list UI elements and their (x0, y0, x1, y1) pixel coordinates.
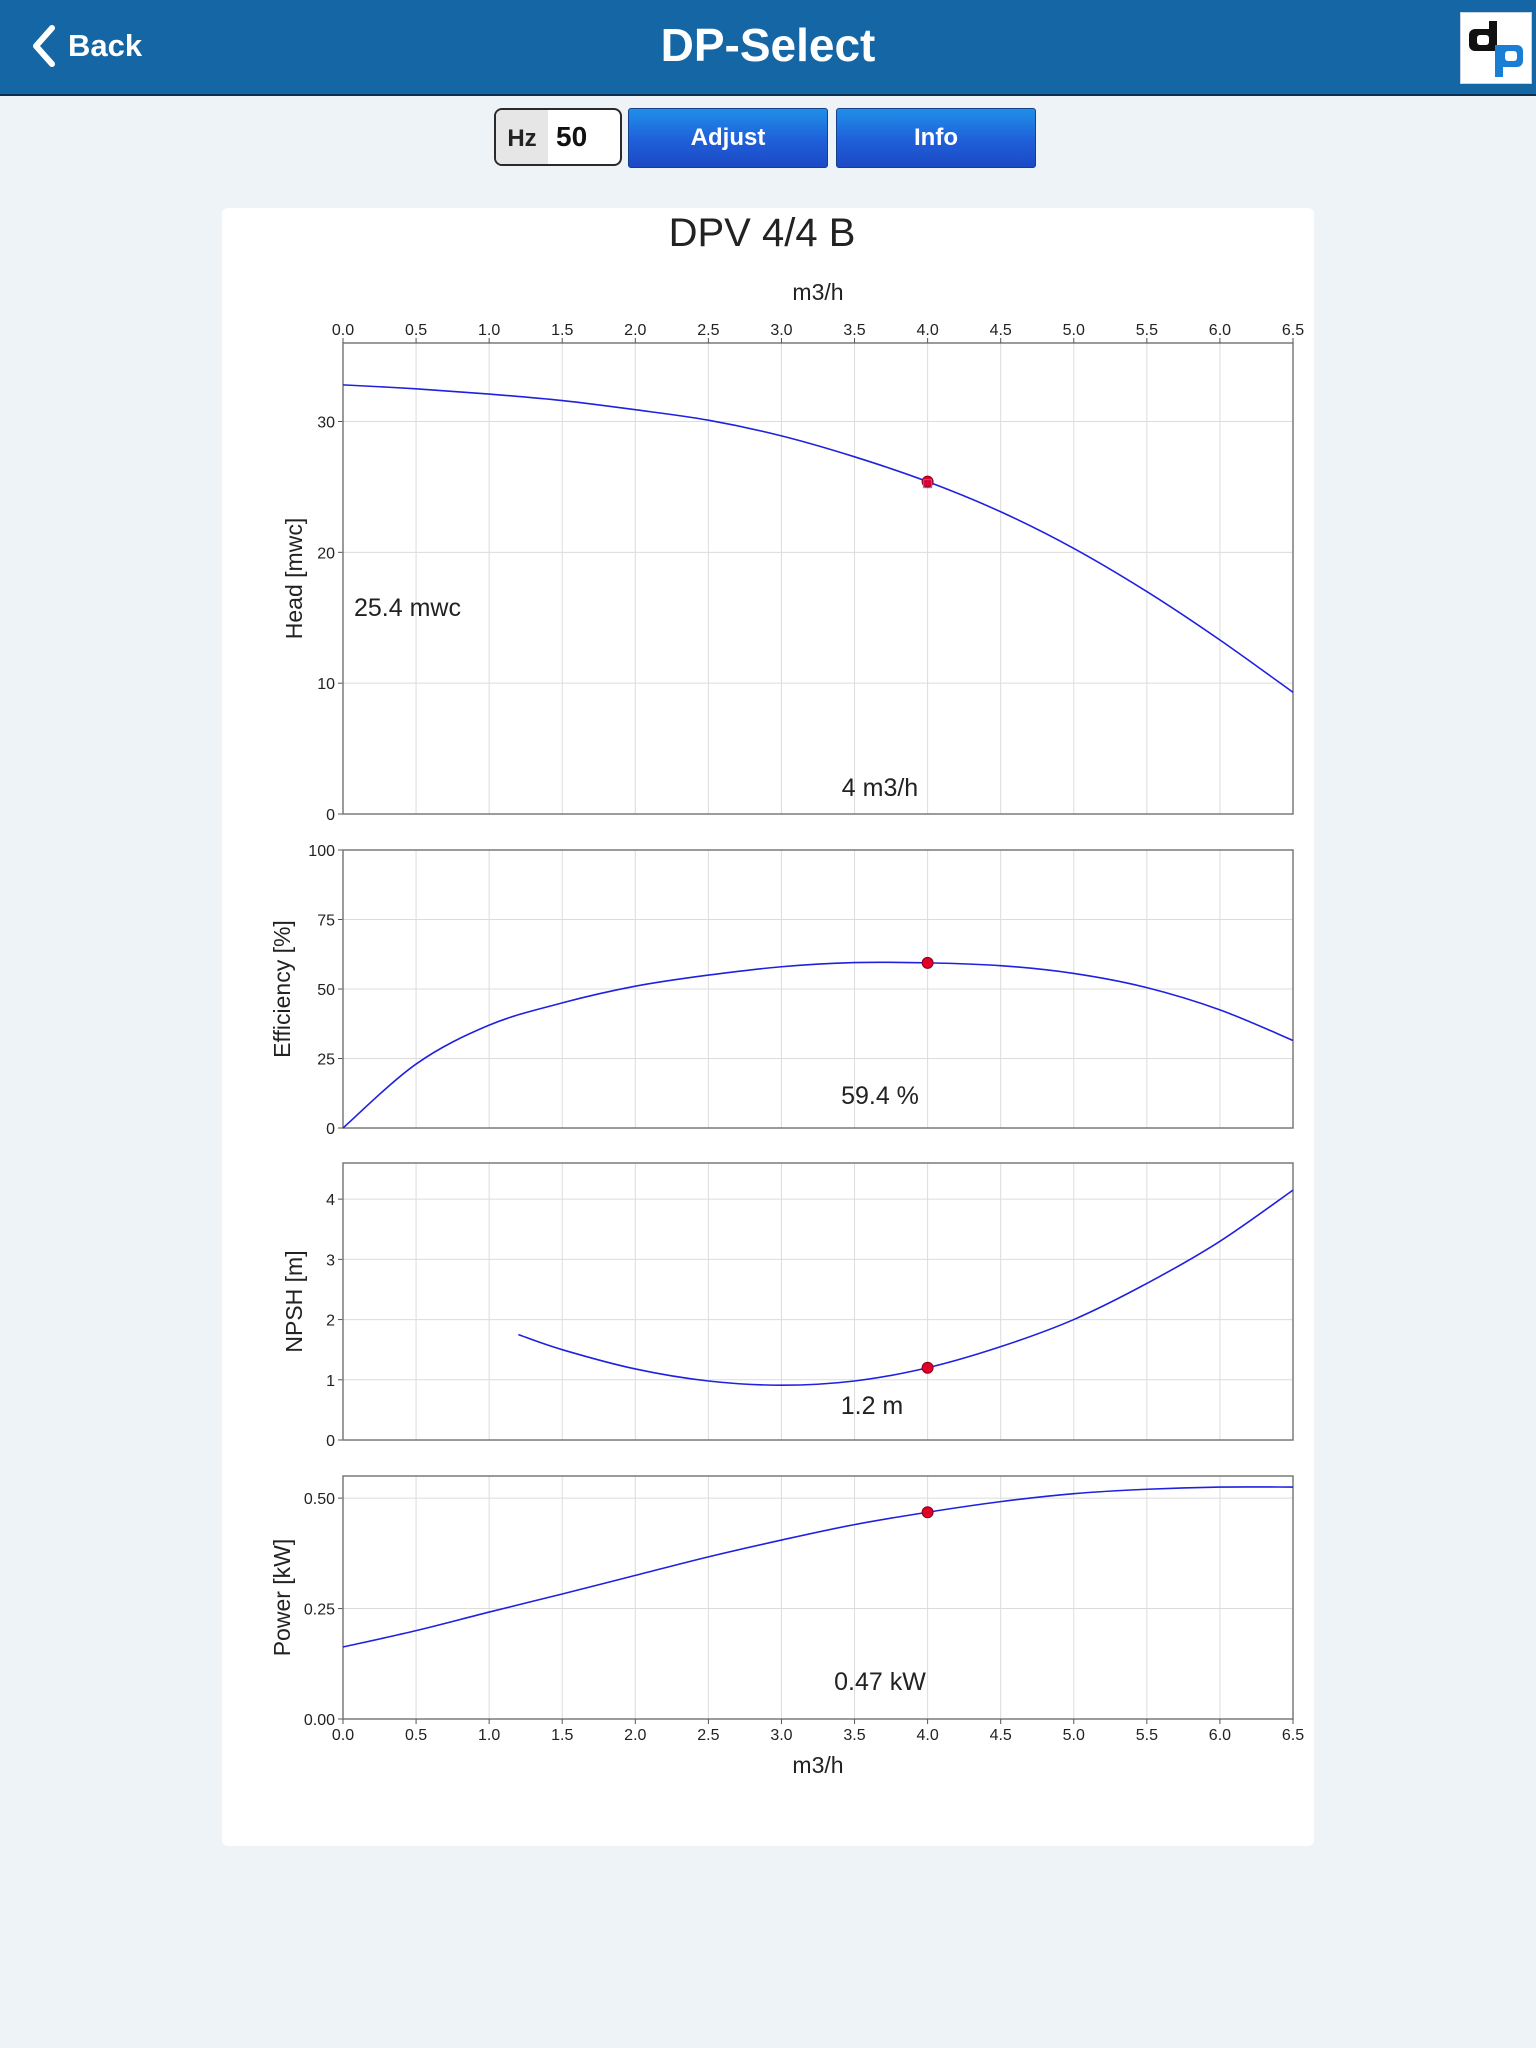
page-title: DP-Select (660, 19, 876, 71)
series-line (342, 961, 1294, 1129)
x-tick-label-bottom: 5.5 (1136, 1727, 1158, 1744)
x-tick-label-top: 4.0 (916, 322, 938, 339)
x-tick-label-top: 2.5 (697, 322, 719, 339)
x-tick-label-top: 5.0 (1063, 322, 1085, 339)
y-tick-label: 3 (326, 1252, 335, 1269)
x-tick-label-bottom: 6.0 (1209, 1727, 1231, 1744)
x-axis-label-top: m3/h (792, 279, 843, 305)
hz-unit-label: Hz (496, 110, 548, 164)
y-tick-label: 100 (308, 843, 335, 860)
duty-point-marker (923, 479, 933, 489)
readout-label: 59.4 % (841, 1082, 919, 1110)
x-tick-label-top: 4.5 (990, 322, 1012, 339)
y-tick-label: 0 (326, 1121, 335, 1138)
y-tick-label: 25 (317, 1052, 335, 1069)
x-tick-label-bottom: 0.0 (332, 1727, 354, 1744)
toolbar: Hz 50 Adjust Info (0, 108, 1536, 168)
series-line (342, 1486, 1294, 1648)
x-tick-label-bottom: 1.5 (551, 1727, 573, 1744)
y-tick-label: 2 (326, 1313, 335, 1330)
frequency-selector[interactable]: Hz 50 (494, 108, 622, 166)
y-tick-label: 0.50 (304, 1491, 335, 1508)
plot-frame (342, 1162, 1294, 1441)
x-tick-label-top: 3.5 (843, 322, 865, 339)
readout-label: 1.2 m (841, 1392, 904, 1420)
y-axis-label: Power [kW] (269, 1539, 295, 1657)
readout-label: 25.4 mwc (354, 594, 461, 622)
adjust-button[interactable]: Adjust (628, 108, 828, 168)
dp-logo (1460, 12, 1532, 84)
x-tick-label-bottom: 6.5 (1282, 1727, 1304, 1744)
x-tick-label-top: 6.0 (1209, 322, 1231, 339)
back-button[interactable]: Back (28, 20, 142, 72)
back-label: Back (68, 28, 143, 63)
info-button[interactable]: Info (836, 108, 1036, 168)
x-tick-label-top: 3.0 (770, 322, 792, 339)
x-tick-label-bottom: 5.0 (1063, 1727, 1085, 1744)
x-tick-label-bottom: 4.0 (916, 1727, 938, 1744)
readout-label: 4 m3/h (842, 774, 918, 802)
readout-label: 0.47 kW (834, 1668, 926, 1696)
operating-point (921, 956, 934, 969)
y-tick-label: 20 (317, 545, 335, 562)
x-tick-label-bottom: 3.0 (770, 1727, 792, 1744)
x-tick-label-top: 6.5 (1282, 322, 1304, 339)
y-tick-label: 0 (326, 1433, 335, 1450)
y-tick-label: 0.00 (304, 1712, 335, 1729)
x-tick-label-bottom: 4.5 (990, 1727, 1012, 1744)
x-tick-label-top: 1.0 (478, 322, 500, 339)
chart-title: DPV 4/4 B (669, 211, 856, 255)
y-tick-label: 0 (326, 807, 335, 824)
chevron-left-icon (33, 25, 55, 67)
x-tick-label-top: 5.5 (1136, 322, 1158, 339)
hz-value: 50 (556, 121, 588, 152)
y-tick-label: 10 (317, 676, 335, 693)
operating-point (921, 1506, 934, 1519)
y-tick-label: 4 (326, 1192, 335, 1209)
x-tick-label-top: 1.5 (551, 322, 573, 339)
x-tick-label-bottom: 1.0 (478, 1727, 500, 1744)
x-tick-label-bottom: 2.0 (624, 1727, 646, 1744)
x-tick-label-bottom: 0.5 (405, 1727, 427, 1744)
plot-frame (342, 1475, 1294, 1720)
operating-point (921, 1361, 934, 1374)
y-tick-label: 75 (317, 913, 335, 930)
x-tick-label-top: 2.0 (624, 322, 646, 339)
plot-frame (342, 849, 1294, 1129)
y-tick-label: 1 (326, 1373, 335, 1390)
header-bar: Back DP-Select (0, 0, 1536, 96)
x-tick-label-bottom: 3.5 (843, 1727, 865, 1744)
y-tick-label: 30 (317, 415, 335, 432)
series-line (518, 1189, 1294, 1387)
series-line (342, 384, 1294, 693)
x-tick-label-top: 0.5 (405, 322, 427, 339)
y-tick-label: 50 (317, 982, 335, 999)
x-tick-label-top: 0.0 (332, 322, 354, 339)
x-axis-label-bottom: m3/h (792, 1752, 843, 1778)
y-tick-label: 0.25 (304, 1602, 335, 1619)
y-axis-label: Head [mwc] (281, 518, 307, 639)
y-axis-label: NPSH [m] (281, 1250, 307, 1352)
plot-frame (342, 342, 1294, 815)
y-axis-label: Efficiency [%] (269, 920, 295, 1058)
x-tick-label-bottom: 2.5 (697, 1727, 719, 1744)
